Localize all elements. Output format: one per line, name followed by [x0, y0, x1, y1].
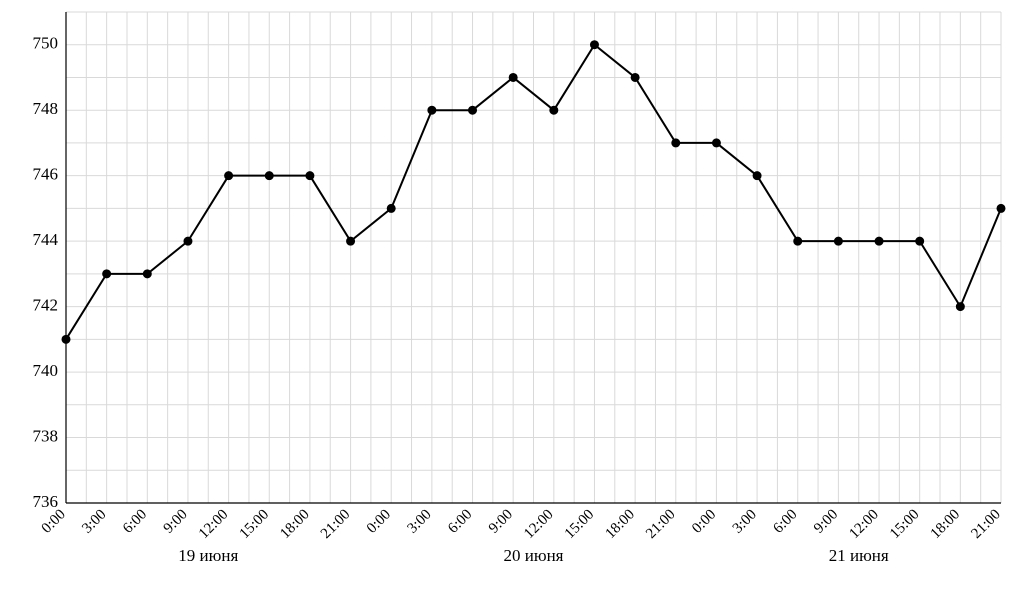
- y-tick-label: 742: [33, 296, 59, 315]
- series-marker: [794, 237, 802, 245]
- series-marker: [387, 204, 395, 212]
- x-tick-label: 12:00: [846, 507, 881, 542]
- series-marker: [753, 172, 761, 180]
- x-tick-label: 3:00: [79, 507, 109, 537]
- grid: [66, 12, 1001, 503]
- x-tick-label: 15:00: [562, 507, 597, 542]
- series-marker: [834, 237, 842, 245]
- series-marker: [956, 303, 964, 311]
- series-marker: [225, 172, 233, 180]
- x-tick-label: 0:00: [689, 507, 719, 537]
- x-tick-label: 18:00: [277, 507, 312, 542]
- series-marker: [916, 237, 924, 245]
- x-tick-label: 18:00: [602, 507, 637, 542]
- series-marker: [103, 270, 111, 278]
- day-label: 21 июня: [829, 546, 889, 565]
- series-marker: [997, 204, 1005, 212]
- series-marker: [590, 41, 598, 49]
- series-marker: [509, 73, 517, 81]
- y-ticks: 736 738 740 742 744 746 748 750: [33, 34, 59, 511]
- x-tick-label: 6:00: [770, 507, 800, 537]
- series-marker: [347, 237, 355, 245]
- series-marker: [306, 172, 314, 180]
- x-tick-label: 15:00: [887, 507, 922, 542]
- series-marker: [631, 73, 639, 81]
- x-tick-label: 12:00: [521, 507, 556, 542]
- y-tick-label: 744: [33, 230, 59, 249]
- series-marker: [469, 106, 477, 114]
- chart-svg: 736 738 740 742 744 746 748 750 0:00 3:00 6:00 9:00…: [0, 0, 1011, 591]
- y-tick-label: 746: [33, 165, 59, 184]
- x-tick-label: 3:00: [405, 507, 435, 537]
- series-marker: [550, 106, 558, 114]
- series-marker: [428, 106, 436, 114]
- y-tick-label: 740: [33, 361, 59, 380]
- x-tick-label: 18:00: [928, 507, 963, 542]
- series-marker: [62, 335, 70, 343]
- y-tick-label: 748: [33, 99, 59, 118]
- y-tick-label: 736: [33, 492, 59, 511]
- x-tick-label: 21:00: [968, 507, 1003, 542]
- x-tick-label: 9:00: [486, 507, 516, 537]
- x-tick-label: 21:00: [318, 507, 353, 542]
- series-marker: [712, 139, 720, 147]
- series-marker: [265, 172, 273, 180]
- day-labels: 19 июня 20 июня 21 июня: [178, 546, 889, 565]
- x-tick-label: 12:00: [196, 507, 231, 542]
- series-marker: [875, 237, 883, 245]
- x-tick-label: 21:00: [643, 507, 678, 542]
- y-tick-label: 750: [33, 34, 59, 53]
- x-tick-label: 3:00: [730, 507, 760, 537]
- series-marker: [672, 139, 680, 147]
- pressure-line-chart: 736 738 740 742 744 746 748 750 0:00 3:00 6:00 9:00…: [0, 0, 1011, 591]
- x-tick-label: 6:00: [445, 507, 475, 537]
- x-ticks: 0:003:006:009:0012:0015:0018:0021:000:00…: [39, 507, 1004, 542]
- y-tick-label: 738: [33, 426, 59, 445]
- x-tick-label: 9:00: [811, 507, 841, 537]
- x-tick-label: 0:00: [39, 507, 69, 537]
- x-tick-label: 0:00: [364, 507, 394, 537]
- x-tick-label: 6:00: [120, 507, 150, 537]
- x-tick-label: 15:00: [237, 507, 272, 542]
- day-label: 19 июня: [178, 546, 238, 565]
- x-tick-label: 9:00: [161, 507, 191, 537]
- series-marker: [143, 270, 151, 278]
- series-marker: [184, 237, 192, 245]
- day-label: 20 июня: [504, 546, 564, 565]
